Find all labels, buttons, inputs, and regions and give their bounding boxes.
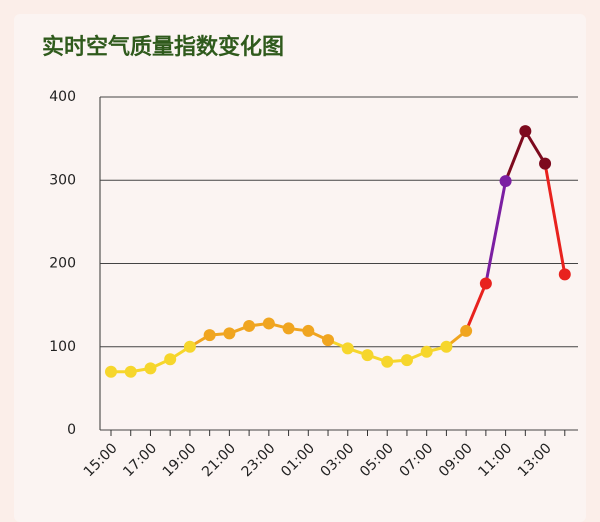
point <box>499 175 512 188</box>
point <box>183 340 196 353</box>
point <box>302 324 315 337</box>
point <box>479 277 492 290</box>
line-segment <box>484 179 508 285</box>
point <box>262 317 275 330</box>
card <box>14 14 586 522</box>
point <box>223 327 236 340</box>
point <box>203 329 216 342</box>
line-segment <box>523 129 547 166</box>
y-tick-label: 200 <box>49 256 76 272</box>
y-tick-label: 400 <box>49 89 76 105</box>
point <box>381 355 394 368</box>
point <box>144 362 157 375</box>
point <box>341 342 354 355</box>
y-tick-label: 0 <box>67 422 76 438</box>
point <box>164 353 177 366</box>
point <box>558 268 571 281</box>
point <box>282 322 295 335</box>
line-segment <box>504 129 527 183</box>
point <box>243 319 256 332</box>
point <box>400 354 413 367</box>
point <box>124 365 137 378</box>
line-segment <box>543 162 567 276</box>
point <box>539 157 552 170</box>
point <box>105 365 117 378</box>
point <box>460 324 473 337</box>
point <box>440 340 453 353</box>
y-tick-label: 300 <box>49 172 76 188</box>
point <box>519 125 532 138</box>
point <box>322 334 335 347</box>
chart-title: 实时空气质量指数变化图 <box>42 34 284 60</box>
point <box>420 345 433 358</box>
point <box>361 349 374 362</box>
line-segment <box>464 281 488 333</box>
y-tick-label: 100 <box>49 339 76 355</box>
